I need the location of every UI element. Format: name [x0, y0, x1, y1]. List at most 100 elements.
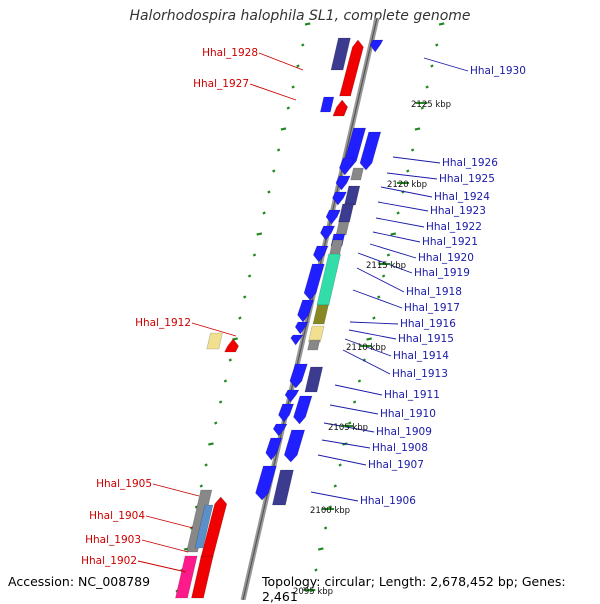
gene-feature — [293, 395, 313, 425]
track-tick — [410, 148, 415, 152]
gene-feature — [338, 203, 355, 223]
leader-line — [349, 321, 399, 325]
scale-label: 2115 kbp — [366, 261, 406, 271]
gene-label: Hhal_1923 — [430, 205, 486, 217]
gene-label: Hhal_1907 — [368, 459, 424, 471]
leader-line — [386, 172, 438, 180]
track-tick — [208, 442, 214, 446]
gene-feature — [200, 496, 228, 559]
gene-label: Hhal_1920 — [418, 252, 474, 264]
track-tick — [317, 547, 324, 551]
gene-feature — [308, 325, 325, 343]
gene-feature — [339, 39, 364, 97]
track-tick — [396, 211, 400, 215]
scale-label: 2125 kbp — [411, 100, 451, 110]
gene-feature — [290, 334, 304, 346]
leader-line — [137, 560, 187, 573]
leader-line — [258, 52, 304, 71]
leader-line — [321, 439, 371, 449]
leader-line — [191, 322, 237, 337]
gene-feature — [339, 157, 355, 176]
track-tick — [338, 463, 342, 467]
gene-feature — [359, 131, 382, 171]
gene-feature — [265, 437, 283, 461]
leader-line — [317, 454, 367, 466]
track-tick — [243, 295, 247, 299]
leader-line — [372, 231, 421, 243]
track-tick — [420, 106, 424, 110]
track-tick — [276, 148, 281, 152]
gene-feature — [319, 96, 335, 113]
gene-feature — [320, 225, 336, 241]
gene-label: Hhal_1909 — [376, 426, 432, 438]
track-tick — [323, 526, 328, 530]
gene-feature — [206, 332, 223, 350]
track-tick — [223, 379, 228, 383]
track-tick — [204, 463, 208, 467]
gene-label: Hhal_1902 — [81, 555, 137, 567]
gene-feature — [330, 37, 351, 71]
gene-label: Hhal_1910 — [380, 408, 436, 420]
leader-line — [377, 201, 429, 212]
gene-feature — [297, 299, 315, 323]
leader-line — [152, 483, 200, 497]
gene-label: Hhal_1912 — [135, 317, 191, 329]
track-tick — [352, 400, 357, 404]
track-tick — [214, 421, 218, 425]
track-tick — [430, 64, 434, 68]
track-tick — [286, 106, 290, 110]
track-tick — [280, 127, 287, 131]
track-tick — [218, 400, 223, 404]
track-tick — [252, 253, 257, 257]
leader-line — [323, 422, 375, 433]
track-tick — [272, 169, 276, 173]
leader-line — [249, 83, 297, 101]
leader-line — [348, 329, 397, 340]
leader-line — [342, 349, 391, 375]
gene-feature — [175, 555, 198, 599]
scale-label: 2110 kbp — [346, 343, 386, 353]
scale-label: 2100 kbp — [310, 506, 350, 516]
scale-labels: 2125 kbp 2120 kbp 2115 kbp 2110 kbp 2105 kbp… — [293, 100, 451, 597]
gene-feature — [307, 339, 321, 351]
track-tick — [296, 64, 300, 68]
track-tick — [328, 505, 333, 509]
track-tick — [267, 190, 271, 194]
gene-label: Hhal_1924 — [434, 191, 490, 203]
track-tick — [262, 211, 266, 215]
track-tick — [304, 22, 311, 26]
gene-label: Hhal_1927 — [193, 78, 249, 90]
leader-line — [392, 156, 441, 164]
track-tick — [377, 295, 381, 299]
track-tick — [291, 85, 295, 89]
gene-label: Hhal_1928 — [202, 47, 258, 59]
gene-label: Hhal_1921 — [422, 236, 478, 248]
track-tick — [435, 43, 439, 47]
gene-label: Hhal_1906 — [360, 495, 416, 507]
track-tick — [357, 379, 362, 383]
scale-label: 2095 kbp — [293, 587, 333, 597]
gene-feature — [284, 389, 300, 403]
track-tick — [333, 484, 337, 488]
scale-label: 2120 kbp — [387, 180, 427, 190]
track-tick — [406, 169, 410, 173]
gene-feature — [304, 366, 324, 393]
track-tick — [348, 421, 352, 425]
gene-features — [175, 37, 384, 599]
gene-feature — [303, 263, 325, 301]
gene-label: Hhal_1911 — [384, 389, 440, 401]
gene-label: Hhal_1926 — [442, 157, 498, 169]
gene-label: Hhal_1919 — [414, 267, 470, 279]
gene-label: Hhal_1914 — [393, 350, 449, 362]
leader-line — [352, 289, 403, 309]
gene-label: Hhal_1908 — [372, 442, 428, 454]
track-tick — [228, 358, 232, 362]
track-tick — [381, 274, 386, 278]
gene-label: Hhal_1918 — [406, 286, 462, 298]
track-tick — [386, 253, 391, 257]
track-tick — [372, 316, 376, 320]
gene-feature — [312, 245, 329, 263]
gene-label: Hhal_1930 — [470, 65, 526, 77]
track-tick — [366, 337, 372, 341]
leader-line — [380, 186, 433, 198]
